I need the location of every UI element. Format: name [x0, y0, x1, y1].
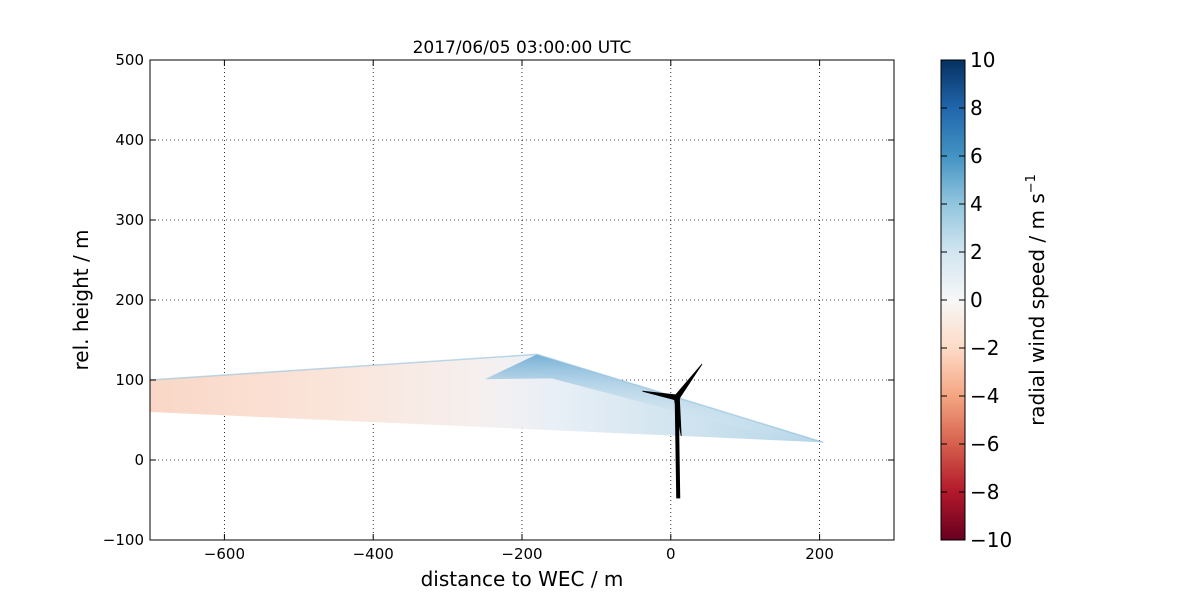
turbine-hub: [673, 394, 681, 402]
colorbar-label-superscript: −1: [1024, 174, 1039, 193]
colorbar-tick-label: 10: [970, 48, 995, 72]
colorbar: 10 8 6 4 2 0 −2 −4 −6 −8 −10 radial wind speed / m…: [940, 48, 1049, 552]
x-tick-label: −200: [501, 545, 542, 563]
colorbar-label-text: radial wind speed / m s: [1025, 193, 1049, 426]
colorbar-tick-label: −2: [970, 336, 999, 360]
y-tick-label: 200: [115, 291, 144, 309]
y-tick-label: 300: [115, 211, 144, 229]
colorbar-tick-label: −4: [970, 384, 999, 408]
turbine-tower: [674, 401, 681, 499]
colorbar-tick-label: 8: [970, 96, 983, 120]
colorbar-label: radial wind speed / m s−1: [1024, 174, 1049, 426]
turbine-blade-2: [674, 363, 703, 400]
x-axis-ticks: −600 −400 −200 0 200: [204, 60, 834, 563]
y-tick-label: 400: [115, 131, 144, 149]
colorbar-tick-label: 4: [970, 192, 983, 216]
y-tick-label: 500: [115, 51, 144, 69]
y-tick-label: 100: [115, 371, 144, 389]
colorbar-tick-label: −6: [970, 432, 999, 456]
scan-region-upper-edge: [150, 353, 824, 444]
x-tick-label: 0: [666, 545, 676, 563]
colorbar-ticks: 10 8 6 4 2 0 −2 −4 −6 −8 −10: [941, 48, 1012, 552]
scan-region-high-speed: [484, 354, 824, 443]
chart-title: 2017/06/05 03:00:00 UTC: [413, 38, 632, 58]
x-axis-label: distance to WEC / m: [421, 567, 624, 591]
x-tick-label: −600: [204, 545, 245, 563]
colorbar-tick-label: 6: [970, 144, 983, 168]
y-axis-ticks: −100 0 100 200 300 400 500: [103, 51, 894, 549]
colorbar-tick-label: 0: [970, 288, 983, 312]
lidar-scan-area: [150, 353, 824, 444]
x-tick-label: 200: [805, 545, 834, 563]
scan-region-fill: [150, 354, 824, 443]
y-tick-label: −100: [103, 531, 144, 549]
y-axis-label: rel. height / m: [69, 229, 93, 370]
colorbar-tick-label: −8: [970, 480, 999, 504]
grid-lines: [150, 60, 894, 540]
colorbar-tick-label: −10: [970, 528, 1012, 552]
x-tick-label: −400: [353, 545, 394, 563]
y-tick-label: 0: [134, 451, 144, 469]
colorbar-tick-label: 2: [970, 240, 983, 264]
wind-turbine: [642, 363, 703, 499]
